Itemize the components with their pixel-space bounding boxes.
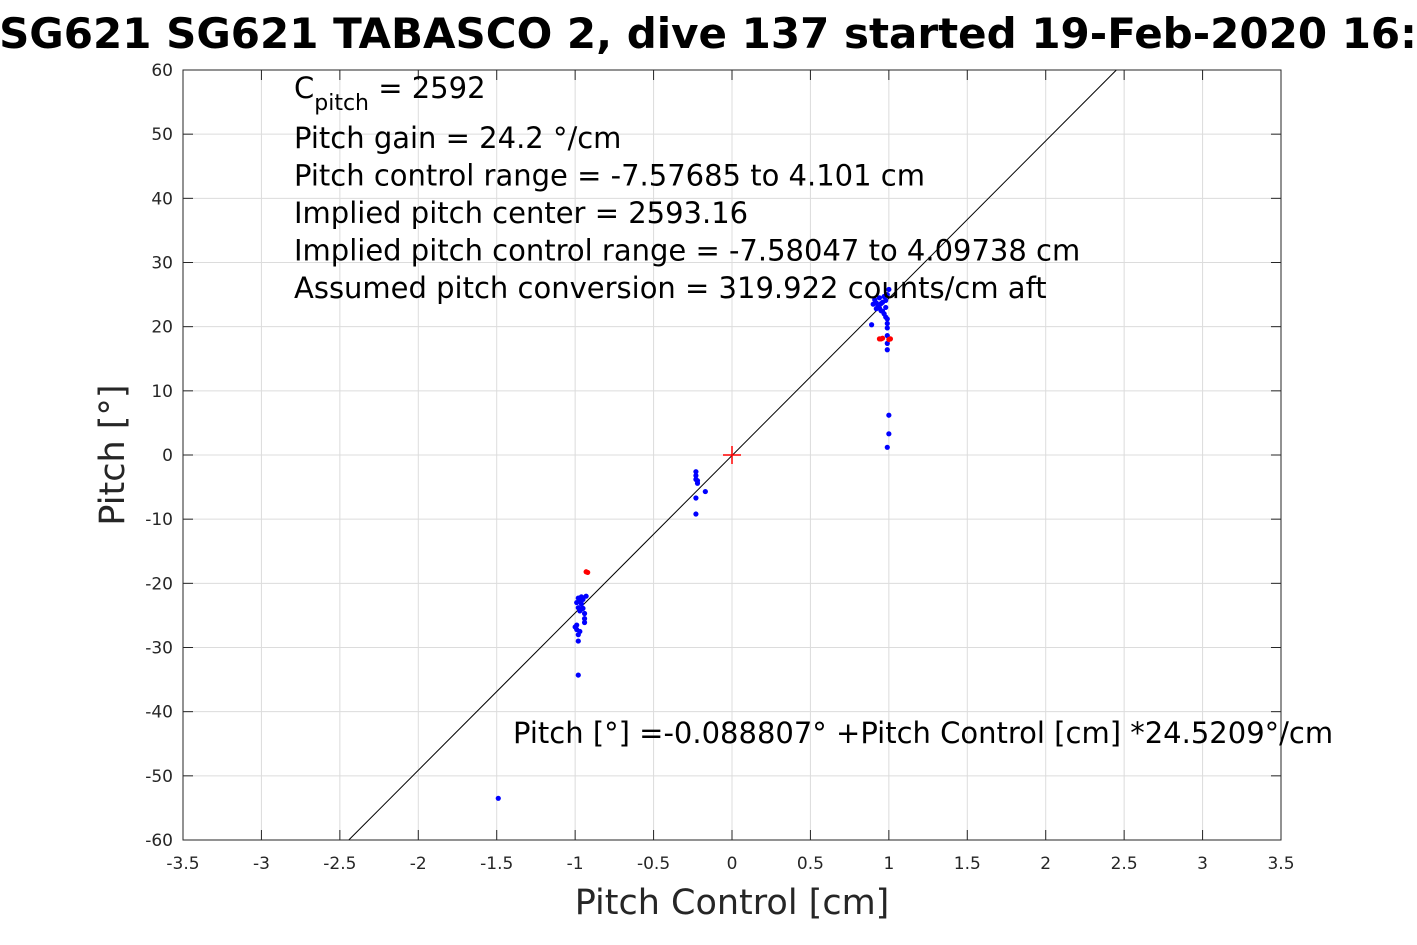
x-tick-label: 3 bbox=[1197, 854, 1208, 874]
data-points bbox=[495, 286, 894, 801]
y-tick-label: 10 bbox=[151, 382, 173, 402]
c-pitch-base: C bbox=[294, 71, 314, 105]
data-point bbox=[886, 412, 892, 418]
data-point bbox=[578, 601, 585, 607]
y-tick-label: -60 bbox=[145, 831, 173, 851]
data-point bbox=[585, 569, 591, 576]
y-tick-label: 30 bbox=[151, 254, 173, 274]
data-point bbox=[883, 304, 889, 311]
x-tick-label: -2 bbox=[410, 854, 427, 874]
y-tick-label: 40 bbox=[151, 189, 173, 209]
x-tick-label: 2 bbox=[1040, 854, 1051, 874]
x-tick-label: 2.5 bbox=[1111, 854, 1138, 874]
data-point bbox=[869, 322, 875, 328]
data-point bbox=[578, 594, 585, 600]
series-1 bbox=[583, 335, 894, 576]
y-tick-labels: 60 50 40 30 20 10 0 -10 -20 -30 -40 -50 -60 bbox=[145, 61, 173, 851]
data-point bbox=[879, 308, 886, 314]
data-point bbox=[578, 606, 585, 612]
data-point bbox=[694, 478, 701, 484]
c-pitch-annotation: Cpitch = 2592 bbox=[294, 71, 486, 116]
x-tick-label: 1 bbox=[883, 854, 894, 874]
tick-marks bbox=[182, 69, 1282, 841]
y-tick-label: 60 bbox=[151, 61, 173, 81]
data-point bbox=[693, 495, 699, 501]
x-tick-label: 1.5 bbox=[954, 854, 981, 874]
x-tick-label: 0 bbox=[727, 854, 738, 874]
data-point bbox=[495, 795, 501, 801]
x-tick-label: -1 bbox=[567, 854, 584, 874]
y-tick-label: 0 bbox=[162, 446, 173, 466]
data-point bbox=[693, 472, 699, 479]
annotation-block: Cpitch = 2592 Pitch gain = 24.2 °/cm Pitc… bbox=[294, 71, 1080, 305]
data-point bbox=[884, 325, 890, 331]
data-point bbox=[884, 347, 890, 353]
data-point bbox=[883, 297, 889, 303]
x-tick-label: 0.5 bbox=[797, 854, 824, 874]
data-point bbox=[884, 291, 890, 298]
center-marker-layer bbox=[723, 446, 741, 464]
data-point bbox=[581, 619, 588, 626]
y-axis-label: Pitch [°] bbox=[93, 384, 133, 525]
annotation-line: Pitch control range = -7.57685 to 4.101 … bbox=[294, 159, 925, 193]
annotation-line: Implied pitch center = 2593.16 bbox=[294, 196, 748, 230]
y-tick-label: -40 bbox=[145, 703, 173, 723]
data-point bbox=[876, 295, 883, 301]
x-tick-label: 3.5 bbox=[1267, 854, 1294, 874]
y-tick-label: 50 bbox=[151, 125, 173, 145]
x-tick-label: -3.5 bbox=[166, 854, 199, 874]
c-pitch-subscript: pitch bbox=[314, 91, 369, 116]
series-0 bbox=[495, 286, 892, 801]
data-point bbox=[887, 336, 894, 342]
data-point bbox=[879, 335, 886, 341]
data-point bbox=[878, 300, 884, 307]
data-point bbox=[884, 316, 890, 322]
data-point bbox=[575, 638, 581, 644]
data-point bbox=[581, 610, 588, 617]
x-tick-labels: -3.5 -3 -2.5 -2 -1.5 -1 -0.5 0 0.5 1 1.5 2 2.5 3 3.5 bbox=[166, 854, 1294, 874]
data-point bbox=[886, 286, 892, 293]
y-tick-label: -20 bbox=[145, 574, 173, 594]
grid bbox=[182, 69, 1282, 841]
data-point bbox=[886, 431, 892, 437]
y-tick-label: -30 bbox=[145, 639, 173, 659]
y-tick-label: -10 bbox=[145, 510, 173, 530]
data-point bbox=[575, 672, 581, 678]
data-point bbox=[884, 320, 890, 327]
data-point bbox=[583, 593, 589, 599]
x-axis-label: Pitch Control [cm] bbox=[575, 883, 890, 923]
y-tick-label: -50 bbox=[145, 767, 173, 787]
annotation-line: Implied pitch control range = -7.58047 t… bbox=[294, 234, 1080, 268]
chart-title: SG621 SG621 TABASCO 2, dive 137 started … bbox=[0, 9, 1417, 58]
data-point bbox=[693, 469, 699, 475]
x-tick-label: -0.5 bbox=[637, 854, 670, 874]
data-point bbox=[693, 511, 699, 517]
x-tick-label: -1.5 bbox=[480, 854, 513, 874]
annotation-line: Pitch gain = 24.2 °/cm bbox=[294, 121, 621, 155]
data-point bbox=[876, 305, 883, 311]
data-point bbox=[884, 444, 890, 450]
annotation-line: Assumed pitch conversion = 319.922 count… bbox=[294, 271, 1047, 305]
c-pitch-value: = 2592 bbox=[369, 71, 486, 105]
fit-equation: Pitch [°] =-0.088807° +Pitch Control [cm… bbox=[513, 716, 1333, 750]
data-point bbox=[581, 616, 588, 622]
data-point bbox=[572, 624, 578, 630]
data-point bbox=[577, 628, 583, 635]
x-tick-label: -3 bbox=[253, 854, 270, 874]
y-tick-label: 20 bbox=[151, 318, 173, 338]
data-point bbox=[873, 300, 879, 306]
x-tick-label: -2.5 bbox=[323, 854, 356, 874]
data-point bbox=[574, 599, 580, 606]
data-point bbox=[702, 488, 708, 495]
